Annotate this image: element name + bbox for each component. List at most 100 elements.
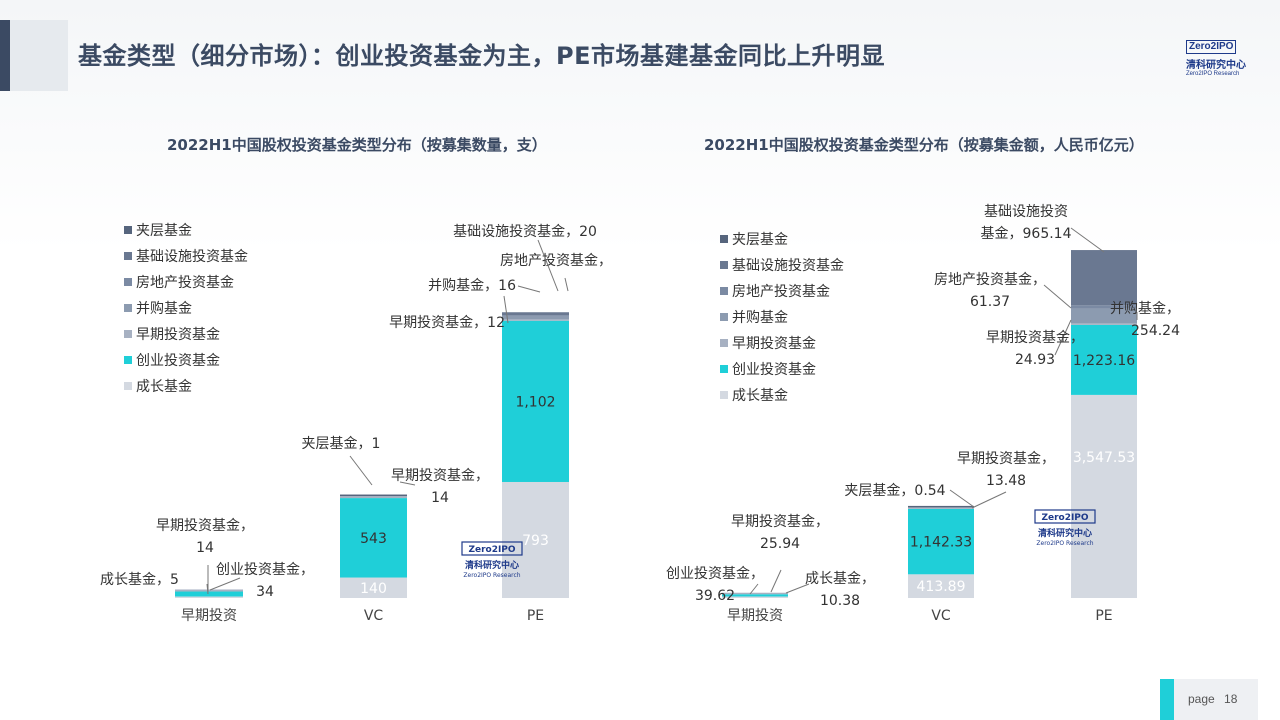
logo-en-text: Zero2IPO Research	[1186, 71, 1240, 77]
callout-label-1-0: 早期投资基金，	[156, 517, 254, 534]
title-accent-bar	[0, 20, 10, 91]
callout-label-5-1: 24.93	[1015, 352, 1055, 368]
callout-label-0-1: 39.62	[695, 588, 735, 604]
bar-stack-2	[502, 312, 569, 598]
legend-label-3: 并购基金	[136, 300, 192, 317]
callout-label-6-1: 254.24	[1131, 323, 1180, 339]
bar-stack-1	[340, 494, 407, 598]
legend-label-1: 基础设施投资基金	[732, 257, 844, 274]
legend-swatch-6	[124, 382, 132, 390]
callout-label-4-0: 早期投资基金，	[957, 450, 1055, 467]
legend-label-4: 早期投资基金	[136, 326, 220, 343]
bar-segment-PE-3	[502, 316, 569, 320]
legend-swatch-1	[124, 252, 132, 260]
callout-label-5-0: 早期投资基金，12	[389, 314, 505, 331]
callout-label-7-0: 房地产投资基金，	[934, 271, 1046, 288]
callout-label-4-1: 14	[431, 490, 449, 506]
data-label-inner-2: 793	[522, 533, 549, 549]
callout-label-6-0: 并购基金，	[1110, 300, 1180, 317]
title-accent-block	[10, 20, 68, 91]
legend-swatch-5	[124, 356, 132, 364]
callout-leader-2	[209, 577, 241, 591]
bar-segment-PE-4	[502, 315, 569, 317]
callout-leader-7	[564, 277, 569, 292]
callout-leader-3	[949, 489, 975, 508]
bar-segment-PE-5	[1071, 250, 1137, 306]
callout-label-2-0: 创业投资基金，	[216, 561, 314, 578]
legend-swatch-4	[720, 339, 728, 347]
bar-segment-VC-1	[908, 508, 974, 575]
category-label-2: PE	[527, 608, 544, 624]
callout-leader-0	[749, 583, 759, 595]
callout-label-2-0: 成长基金，	[805, 570, 875, 587]
legend-label-3: 并购基金	[732, 309, 788, 326]
category-label-0: 早期投资	[181, 608, 237, 624]
zero2ipo-logo: Zero2IPO 清科研究中心 Zero2IPO Research	[1186, 36, 1258, 77]
legend-swatch-4	[124, 330, 132, 338]
callout-leader-6	[517, 285, 541, 293]
bar-segment-PE-2	[502, 319, 569, 321]
legend-swatch-3	[720, 313, 728, 321]
legend-swatch-2	[124, 278, 132, 286]
watermark-en-text: Zero2IPO Research	[463, 572, 520, 579]
callout-label-2-1: 34	[256, 584, 274, 600]
callout-label-8-1: 基金，965.14	[981, 225, 1072, 242]
bar-segment-PE-4	[1071, 305, 1137, 309]
logo-box-text: Zero2IPO	[1186, 40, 1237, 54]
bar-segment-VC-6	[908, 505, 974, 508]
callout-leader-4	[971, 491, 1007, 509]
legend-swatch-0	[720, 235, 728, 243]
footer-accent-bar	[1160, 679, 1174, 720]
callout-leader-5	[1054, 319, 1072, 356]
callout-label-1-1: 25.94	[760, 536, 800, 552]
bar-stack-2	[1071, 250, 1137, 598]
legend-swatch-3	[124, 304, 132, 312]
bar-segment-VC-6	[340, 494, 407, 497]
page-number: 18	[1224, 692, 1238, 706]
bar-stack-0	[722, 592, 788, 598]
legend-label-0: 夹层基金	[136, 222, 192, 239]
legend-label-0: 夹层基金	[732, 231, 788, 248]
bar-segment-VC-1	[340, 498, 407, 578]
callout-label-8-0: 基础设施投资基金，20	[453, 223, 597, 240]
page-indicator: page 18	[1174, 679, 1258, 720]
callout-leader-2	[785, 583, 810, 594]
bar-stack-0	[175, 589, 243, 598]
logo-cn-text: 清科研究中心	[1186, 60, 1246, 71]
callout-leader-1	[770, 569, 782, 593]
bar-segment-PE-1	[1071, 324, 1137, 395]
data-label-inner-3: 1,102	[515, 394, 555, 410]
watermark-cn-text: 清科研究中心	[465, 559, 519, 571]
watermark-box-text: Zero2IPO	[1041, 513, 1088, 523]
watermark-box-text: Zero2IPO	[468, 545, 515, 555]
category-label-0: 早期投资	[727, 608, 783, 624]
legend-swatch-2	[720, 287, 728, 295]
callout-label-8-0: 基础设施投资	[984, 203, 1068, 220]
bar-segment-VC-0	[908, 574, 974, 598]
data-label-inner-0: 413.89	[917, 579, 966, 595]
callout-leader-4	[399, 481, 416, 486]
watermark-box	[461, 541, 523, 556]
legend-swatch-6	[720, 391, 728, 399]
legend-label-6: 成长基金	[136, 378, 192, 395]
callout-leader-8	[537, 239, 559, 292]
bar-segment---0	[175, 596, 243, 598]
legend-swatch-1	[720, 261, 728, 269]
category-label-1: VC	[364, 608, 384, 624]
callout-leader-8	[1070, 227, 1105, 253]
bar-segment-VC-0	[340, 577, 407, 598]
watermark-en-text: Zero2IPO Research	[1036, 540, 1093, 547]
chart-title-count: 2022H1中国股权投资基金类型分布（按募集数量，支）	[167, 136, 547, 154]
category-label-2: PE	[1095, 608, 1112, 624]
callout-label-0-0: 创业投资基金，	[666, 565, 764, 582]
callout-label-6-0: 并购基金，16	[428, 277, 516, 294]
bar-segment---0	[722, 596, 788, 598]
legend-label-2: 房地产投资基金	[732, 283, 830, 300]
page-title: 基金类型（细分市场）：创业投资基金为主，PE市场基建基金同比上升明显	[78, 42, 885, 70]
category-label-1: VC	[931, 608, 951, 624]
legend-swatch-0	[124, 226, 132, 234]
legend-label-5: 创业投资基金	[136, 352, 220, 369]
